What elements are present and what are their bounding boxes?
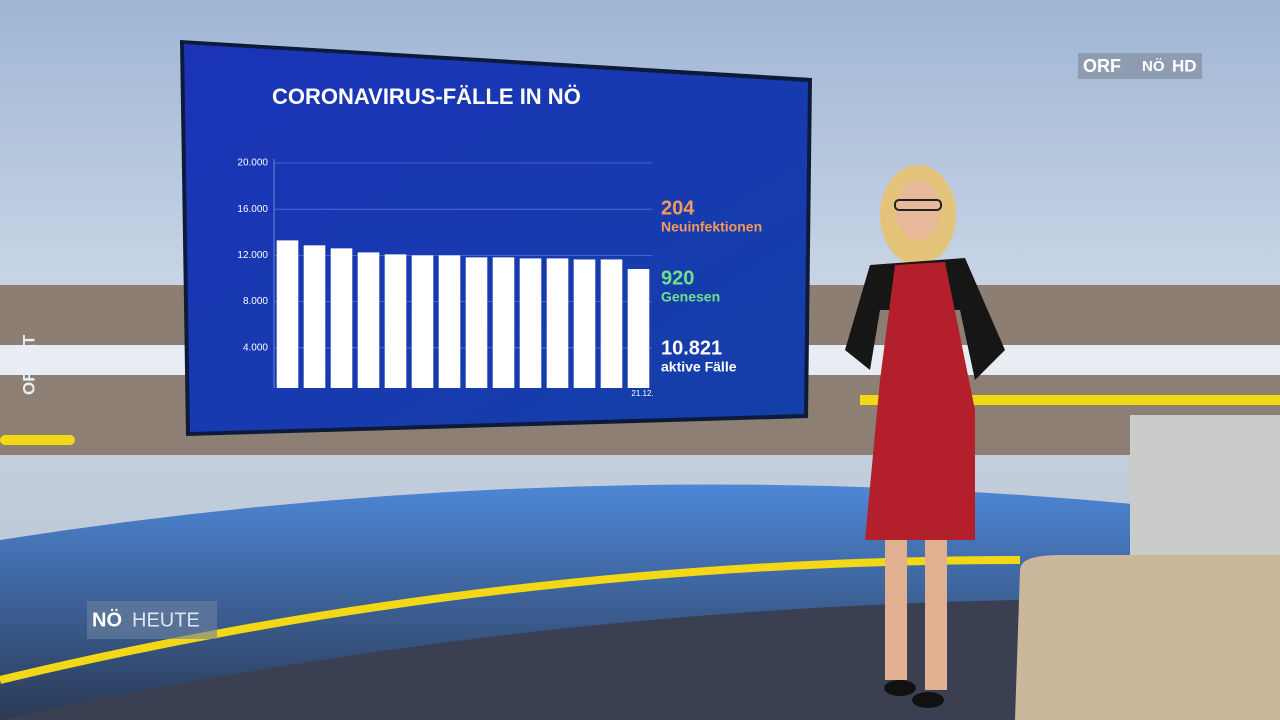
stage-inner bbox=[0, 600, 1020, 720]
bar bbox=[303, 245, 326, 388]
y-tick-label: 20.000 bbox=[237, 158, 268, 169]
stat-label: aktive Fälle bbox=[661, 359, 737, 375]
bar bbox=[519, 258, 542, 388]
stat-number: 10.821 bbox=[661, 337, 722, 359]
y-tick-label: 12.000 bbox=[237, 250, 268, 261]
y-tick-label: 8.000 bbox=[243, 296, 268, 307]
y-tick-label: 16.000 bbox=[237, 204, 268, 215]
stat-number: 204 bbox=[661, 197, 695, 219]
logo-brand: ORF bbox=[1083, 56, 1121, 76]
bar bbox=[438, 255, 461, 388]
bar bbox=[627, 269, 650, 388]
y-tick-label: 4.000 bbox=[243, 342, 268, 353]
side-block bbox=[1130, 415, 1280, 565]
side-text: ORF.AT bbox=[19, 334, 38, 395]
chart-title: CORONAVIRUS-FÄLLE IN NÖ bbox=[272, 84, 581, 109]
x-tick-label: 21.12. bbox=[631, 389, 653, 398]
channel-logo: ORF NÖ HD bbox=[1078, 53, 1202, 79]
sofa bbox=[1015, 555, 1280, 720]
logo-bg bbox=[1078, 53, 1202, 79]
yellow-light bbox=[0, 435, 75, 445]
show-logo: NÖ HEUTE bbox=[87, 601, 217, 639]
bar bbox=[357, 252, 380, 388]
show-logo-bg bbox=[87, 601, 217, 639]
presenter bbox=[845, 165, 1005, 708]
logo-quality: HD bbox=[1172, 56, 1197, 75]
bar bbox=[384, 254, 407, 388]
bar bbox=[276, 240, 299, 388]
stat-label: Neuinfektionen bbox=[661, 219, 762, 235]
bar bbox=[330, 248, 353, 388]
bar bbox=[600, 259, 623, 388]
show-region: NÖ bbox=[92, 608, 122, 631]
bar bbox=[411, 255, 434, 388]
yellow-light bbox=[860, 395, 1280, 405]
bar bbox=[573, 259, 596, 388]
stage-yellow-ring bbox=[0, 556, 1021, 684]
bar bbox=[465, 257, 488, 388]
logo-region: NÖ bbox=[1142, 58, 1165, 75]
stat-label: Genesen bbox=[661, 289, 720, 305]
bar bbox=[546, 258, 569, 388]
stat-number: 920 bbox=[661, 267, 694, 289]
show-name: HEUTE bbox=[132, 609, 200, 631]
bar bbox=[492, 257, 515, 388]
